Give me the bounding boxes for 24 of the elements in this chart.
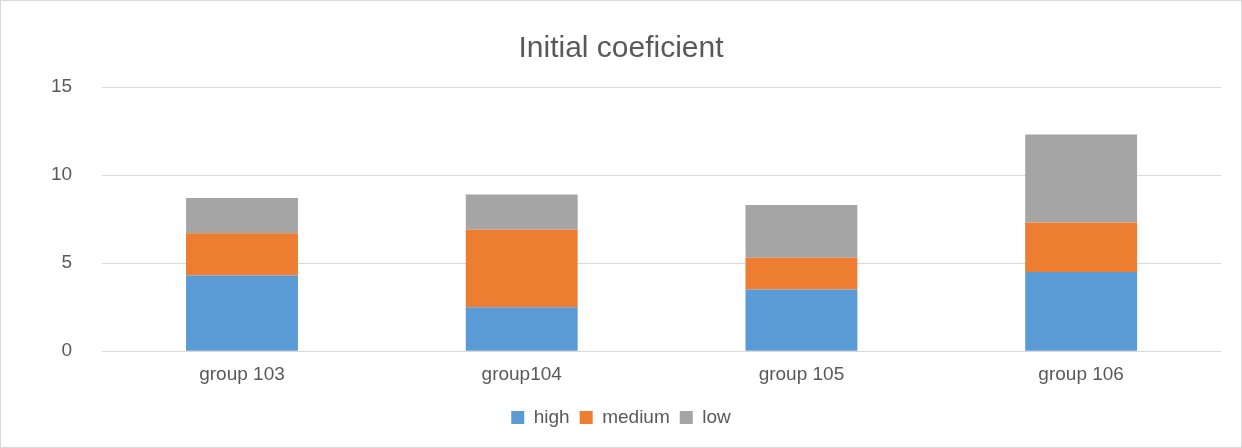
bar bbox=[1025, 222, 1138, 272]
legend-label: medium bbox=[602, 405, 670, 427]
bar bbox=[465, 229, 578, 308]
bar bbox=[745, 289, 858, 351]
bar bbox=[1025, 271, 1138, 351]
y-tick-label: 0 bbox=[61, 339, 73, 361]
bar bbox=[465, 194, 578, 230]
bar bbox=[745, 257, 858, 290]
chart-title: Initial coeficient bbox=[518, 30, 725, 64]
x-tick-label: group 103 bbox=[199, 362, 285, 384]
x-tick-label: group 106 bbox=[1038, 362, 1124, 384]
legend-label: high bbox=[533, 405, 570, 427]
bar bbox=[745, 205, 858, 258]
bar bbox=[1025, 134, 1138, 223]
bar bbox=[186, 233, 298, 276]
y-tick-label: 15 bbox=[50, 75, 73, 97]
y-tick-label: 10 bbox=[50, 163, 73, 185]
bar bbox=[186, 275, 298, 351]
bar bbox=[465, 307, 578, 351]
x-tick-label: group 105 bbox=[758, 362, 845, 384]
x-tick-label: group104 bbox=[481, 362, 563, 384]
legend-label: low bbox=[702, 405, 732, 427]
bar bbox=[186, 197, 298, 234]
y-tick-label: 5 bbox=[61, 251, 73, 273]
